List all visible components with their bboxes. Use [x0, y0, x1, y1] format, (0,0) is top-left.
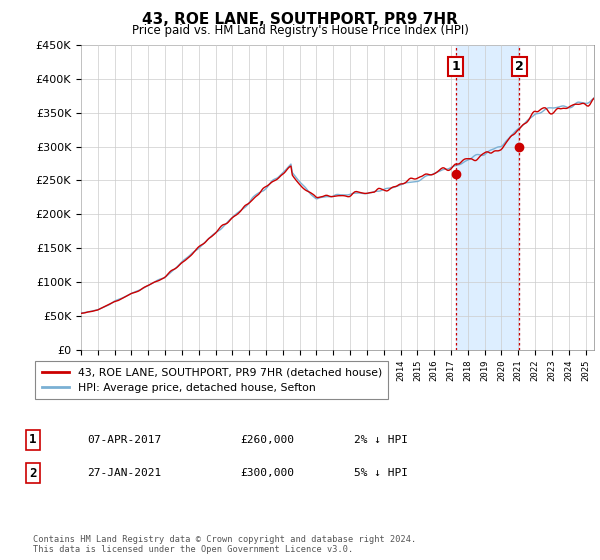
Text: 5% ↓ HPI: 5% ↓ HPI — [354, 468, 408, 478]
Text: £260,000: £260,000 — [240, 435, 294, 445]
Text: 07-APR-2017: 07-APR-2017 — [87, 435, 161, 445]
Text: 27-JAN-2021: 27-JAN-2021 — [87, 468, 161, 478]
Text: £300,000: £300,000 — [240, 468, 294, 478]
Text: 2: 2 — [515, 60, 524, 73]
Bar — [455, 45, 520, 350]
Text: Price paid vs. HM Land Registry's House Price Index (HPI): Price paid vs. HM Land Registry's House … — [131, 24, 469, 36]
Text: 1: 1 — [29, 433, 37, 446]
Legend: 43, ROE LANE, SOUTHPORT, PR9 7HR (detached house), HPI: Average price, detached : 43, ROE LANE, SOUTHPORT, PR9 7HR (detach… — [35, 361, 388, 399]
Text: 43, ROE LANE, SOUTHPORT, PR9 7HR: 43, ROE LANE, SOUTHPORT, PR9 7HR — [142, 12, 458, 27]
Text: 2% ↓ HPI: 2% ↓ HPI — [354, 435, 408, 445]
Text: 2: 2 — [29, 466, 37, 480]
Text: Contains HM Land Registry data © Crown copyright and database right 2024.
This d: Contains HM Land Registry data © Crown c… — [33, 535, 416, 554]
Text: 1: 1 — [451, 60, 460, 73]
